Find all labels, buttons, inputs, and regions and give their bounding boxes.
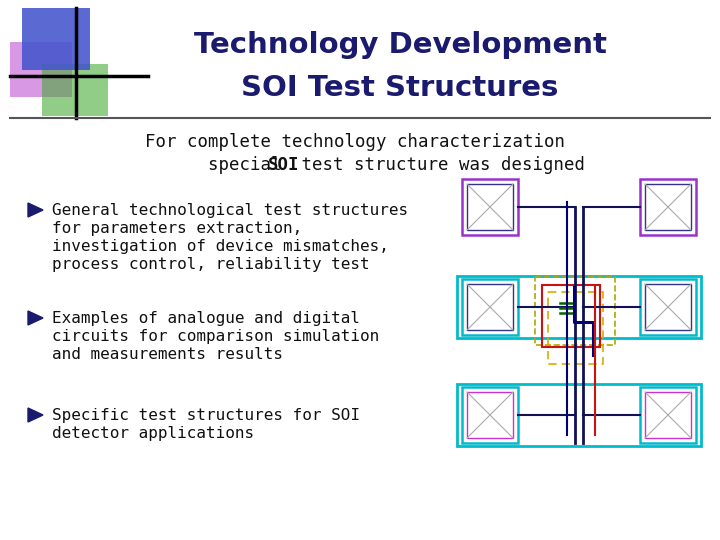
Bar: [645, 392, 691, 438]
Text: Technology Development: Technology Development: [194, 31, 606, 59]
Text: test structure was designed: test structure was designed: [291, 156, 585, 174]
Bar: [457, 384, 701, 446]
Bar: [42, 64, 108, 116]
Text: investigation of device mismatches,: investigation of device mismatches,: [52, 239, 389, 254]
Text: Examples of analogue and digital: Examples of analogue and digital: [52, 311, 360, 326]
Bar: [640, 279, 696, 335]
Bar: [645, 184, 691, 230]
Text: For complete technology characterization: For complete technology characterization: [145, 133, 565, 151]
Bar: [645, 284, 691, 330]
Text: and measurements results: and measurements results: [52, 347, 283, 362]
Text: SOI: SOI: [268, 156, 300, 174]
Bar: [457, 276, 701, 338]
Polygon shape: [28, 408, 43, 422]
Bar: [10, 42, 72, 97]
Polygon shape: [28, 203, 43, 217]
Text: process control, reliability test: process control, reliability test: [52, 257, 369, 272]
Bar: [548, 292, 603, 364]
Bar: [467, 284, 513, 330]
Bar: [22, 8, 90, 70]
Text: for parameters extraction,: for parameters extraction,: [52, 221, 302, 236]
Bar: [462, 279, 518, 335]
Text: special: special: [208, 156, 292, 174]
Bar: [462, 179, 518, 235]
Text: detector applications: detector applications: [52, 426, 254, 441]
Bar: [462, 387, 518, 443]
Bar: [640, 387, 696, 443]
Text: circuits for comparison simulation: circuits for comparison simulation: [52, 329, 379, 344]
Bar: [467, 392, 513, 438]
Bar: [542, 285, 600, 347]
Bar: [640, 179, 696, 235]
Bar: [535, 277, 615, 345]
Text: Specific test structures for SOI: Specific test structures for SOI: [52, 408, 360, 423]
Text: SOI Test Structures: SOI Test Structures: [241, 74, 559, 102]
Polygon shape: [28, 311, 43, 325]
Text: General technological test structures: General technological test structures: [52, 203, 408, 218]
Bar: [467, 184, 513, 230]
